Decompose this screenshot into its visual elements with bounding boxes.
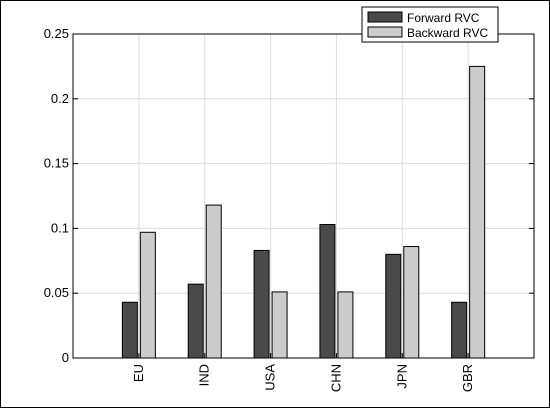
bar-backward-rvc-jpn bbox=[403, 246, 420, 359]
y-tick-label: 0.05 bbox=[44, 285, 69, 300]
axes-box bbox=[72, 33, 535, 359]
y-tick-label: 0.25 bbox=[44, 26, 69, 41]
legend-label-forward-rvc: Forward RVC bbox=[407, 11, 480, 25]
bar-backward-rvc-gbr bbox=[469, 65, 486, 359]
x-tick-label: GBR bbox=[460, 364, 475, 392]
x-tick-label: CHN bbox=[328, 364, 343, 392]
legend-label-backward-rvc: Backward RVC bbox=[407, 26, 488, 40]
bar-forward-rvc-chn bbox=[319, 224, 336, 359]
x-axis: EU IND USA CHN JPN GBR bbox=[131, 353, 475, 392]
bar-backward-rvc-eu bbox=[139, 231, 156, 359]
y-tick-label: 0 bbox=[62, 350, 69, 365]
bar-backward-rvc-usa bbox=[271, 291, 288, 359]
legend-swatch-forward-rvc bbox=[367, 11, 403, 23]
y-tick-label: 0.2 bbox=[51, 91, 69, 106]
bar-forward-rvc-gbr bbox=[451, 301, 468, 359]
bars bbox=[121, 65, 486, 359]
bar-backward-rvc-chn bbox=[337, 291, 354, 359]
bar-backward-rvc-ind bbox=[205, 204, 222, 359]
x-tick-label: EU bbox=[131, 364, 146, 382]
y-tick-label: 0.1 bbox=[51, 220, 69, 235]
x-tick-label: IND bbox=[197, 364, 212, 386]
bar-forward-rvc-jpn bbox=[385, 253, 402, 359]
bar-forward-rvc-usa bbox=[253, 249, 270, 359]
x-tick-label: USA bbox=[263, 364, 278, 391]
y-axis: 0 0.05 0.1 0.15 0.2 0.25 bbox=[44, 26, 534, 365]
x-tick-label: JPN bbox=[394, 364, 409, 389]
bar-forward-rvc-ind bbox=[187, 283, 204, 359]
bar-forward-rvc-eu bbox=[121, 301, 138, 359]
legend-swatch-backward-rvc bbox=[367, 26, 403, 38]
y-tick-label: 0.15 bbox=[44, 156, 69, 171]
legend: Forward RVC Backward RVC bbox=[361, 6, 499, 43]
